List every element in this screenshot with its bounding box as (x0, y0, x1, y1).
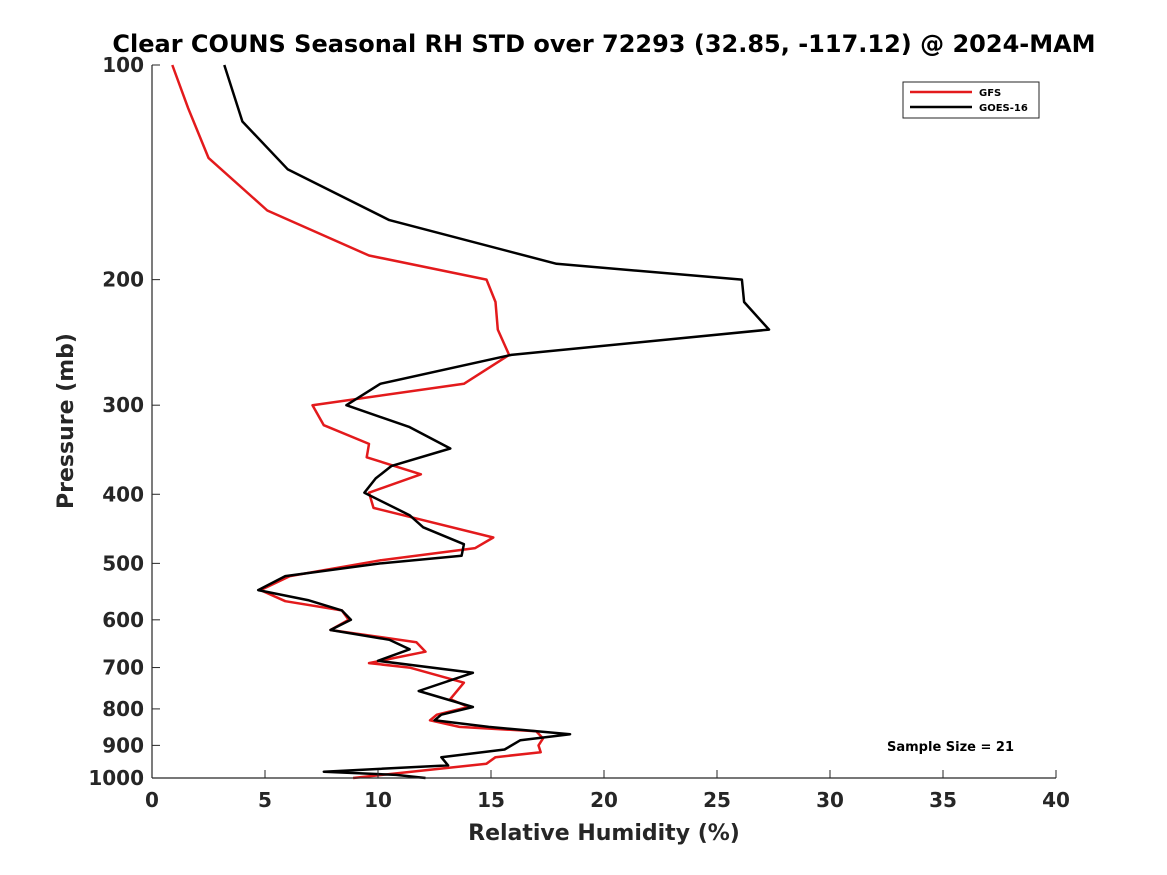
sample-size-annotation: Sample Size = 21 (887, 740, 1014, 755)
x-tick-label: 10 (364, 788, 392, 812)
legend-label-goes-16: GOES-16 (979, 103, 1028, 114)
plot-area (152, 65, 1056, 778)
y-axis-ticks: 100 200 300 400 500 600 700 800 900 1000 (88, 53, 160, 790)
y-axis-title: Pressure (mb) (54, 333, 79, 509)
y-tick-label: 400 (102, 482, 144, 506)
y-tick-label: 600 (102, 608, 144, 632)
y-tick-label: 300 (102, 393, 144, 417)
x-tick-label: 35 (929, 788, 957, 812)
legend-box (902, 81, 1040, 119)
x-tick-label: 30 (816, 788, 844, 812)
y-tick-label: 200 (102, 268, 144, 292)
legend: GFS GOES-16 (902, 81, 1040, 119)
chart-title: Clear COUNS Seasonal RH STD over 72293 (… (112, 30, 1095, 58)
y-tick-label: 1000 (88, 766, 144, 790)
x-tick-label: 15 (477, 788, 505, 812)
series-line-goes-16 (223, 64, 771, 780)
x-tick-label: 25 (703, 788, 731, 812)
x-axis-title: Relative Humidity (%) (468, 821, 740, 846)
legend-label-gfs: GFS (979, 88, 1001, 99)
y-tick-label: 500 (102, 551, 144, 575)
x-axis-ticks: 0 5 10 15 20 25 30 35 40 (145, 770, 1070, 812)
x-tick-label: 5 (258, 788, 272, 812)
x-tick-label: 0 (145, 788, 159, 812)
series-layer (171, 64, 771, 780)
y-tick-label: 100 (102, 53, 144, 77)
y-tick-label: 800 (102, 697, 144, 721)
x-tick-label: 20 (590, 788, 618, 812)
y-tick-label: 900 (102, 733, 144, 757)
y-tick-label: 700 (102, 656, 144, 680)
x-tick-label: 40 (1042, 788, 1070, 812)
